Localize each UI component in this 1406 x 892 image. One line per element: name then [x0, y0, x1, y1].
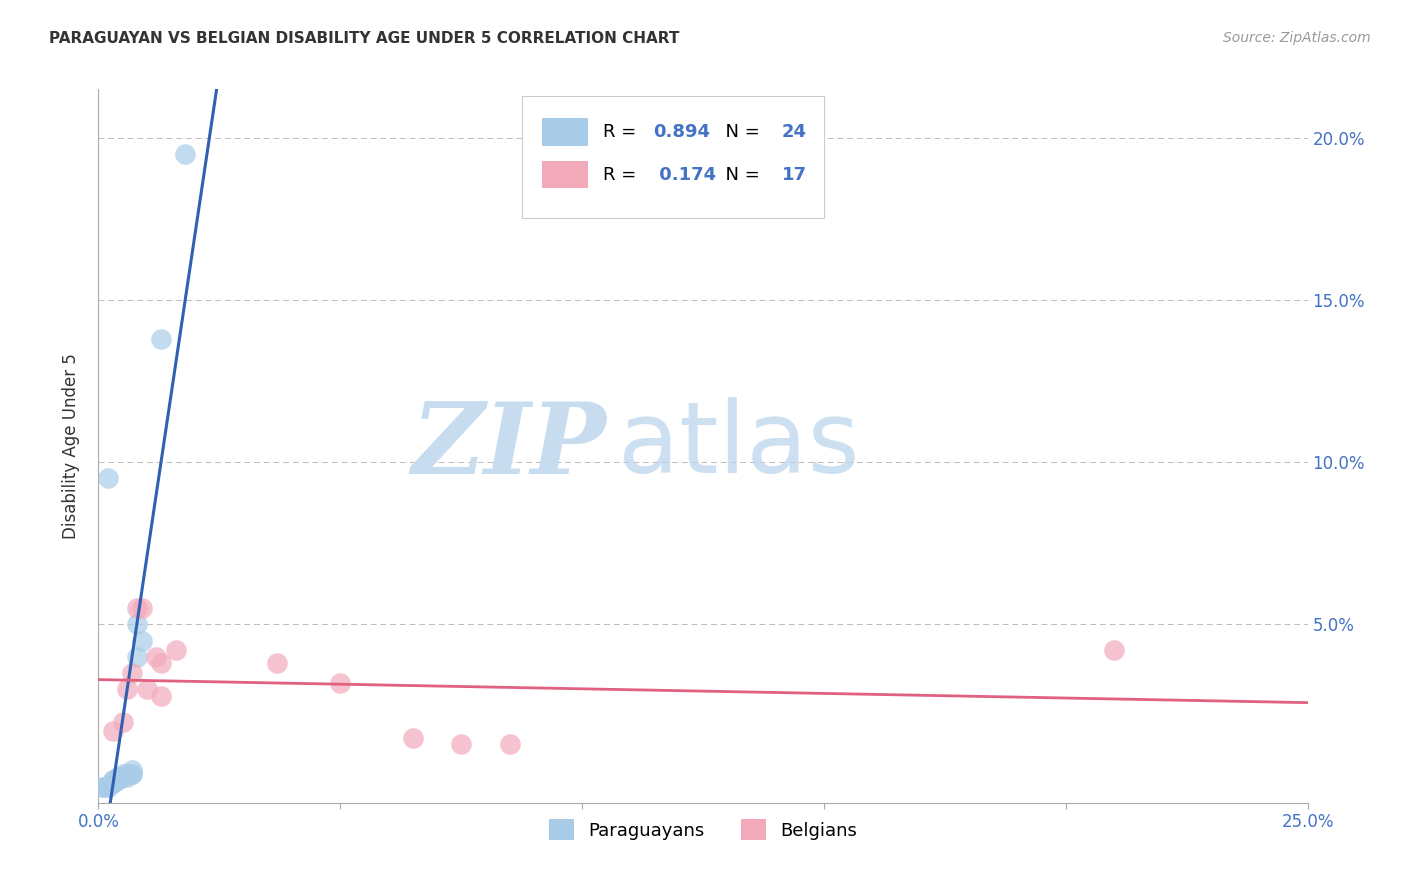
Text: 24: 24: [782, 123, 807, 141]
Point: [117, 682, 139, 697]
Point: [117, 766, 139, 780]
Text: 0.174: 0.174: [654, 166, 717, 184]
Point: [450, 738, 472, 752]
Point: [131, 601, 153, 615]
Text: 0.894: 0.894: [654, 123, 710, 141]
Point: [165, 643, 187, 657]
Text: 17: 17: [782, 166, 807, 184]
Point: [91, 780, 114, 794]
Point: [402, 731, 425, 745]
Point: [174, 147, 197, 161]
Point: [329, 675, 352, 690]
Legend: Paraguayans, Belgians: Paraguayans, Belgians: [541, 812, 865, 847]
Point: [121, 766, 143, 780]
Point: [107, 770, 129, 784]
Y-axis label: Disability Age Under 5: Disability Age Under 5: [62, 353, 80, 539]
Point: [107, 773, 129, 788]
Point: [121, 764, 143, 778]
Point: [127, 649, 149, 664]
Point: [127, 617, 149, 632]
Point: [97, 780, 120, 794]
Text: atlas: atlas: [619, 398, 860, 494]
Point: [101, 773, 124, 788]
Text: R =: R =: [603, 166, 641, 184]
Point: [131, 633, 153, 648]
Point: [101, 776, 124, 790]
Text: R =: R =: [603, 123, 641, 141]
Point: [91, 780, 114, 794]
Point: [101, 773, 124, 788]
Point: [111, 714, 134, 729]
FancyBboxPatch shape: [543, 161, 588, 188]
Point: [101, 724, 124, 739]
Point: [135, 682, 157, 697]
Point: [107, 770, 129, 784]
FancyBboxPatch shape: [522, 96, 824, 218]
Text: N =: N =: [714, 166, 765, 184]
Text: ZIP: ZIP: [412, 398, 606, 494]
Point: [117, 770, 139, 784]
Point: [1102, 643, 1125, 657]
Point: [97, 471, 120, 485]
FancyBboxPatch shape: [543, 119, 588, 145]
Point: [150, 657, 173, 671]
Text: PARAGUAYAN VS BELGIAN DISABILITY AGE UNDER 5 CORRELATION CHART: PARAGUAYAN VS BELGIAN DISABILITY AGE UND…: [49, 31, 679, 46]
Point: [150, 689, 173, 703]
Point: [127, 601, 149, 615]
Point: [111, 766, 134, 780]
Point: [498, 738, 520, 752]
Point: [150, 332, 173, 346]
Point: [266, 657, 288, 671]
Point: [97, 780, 120, 794]
Point: [121, 766, 143, 780]
Point: [101, 776, 124, 790]
Point: [145, 649, 167, 664]
Point: [121, 666, 143, 681]
Text: N =: N =: [714, 123, 765, 141]
Point: [111, 770, 134, 784]
Text: Source: ZipAtlas.com: Source: ZipAtlas.com: [1223, 31, 1371, 45]
